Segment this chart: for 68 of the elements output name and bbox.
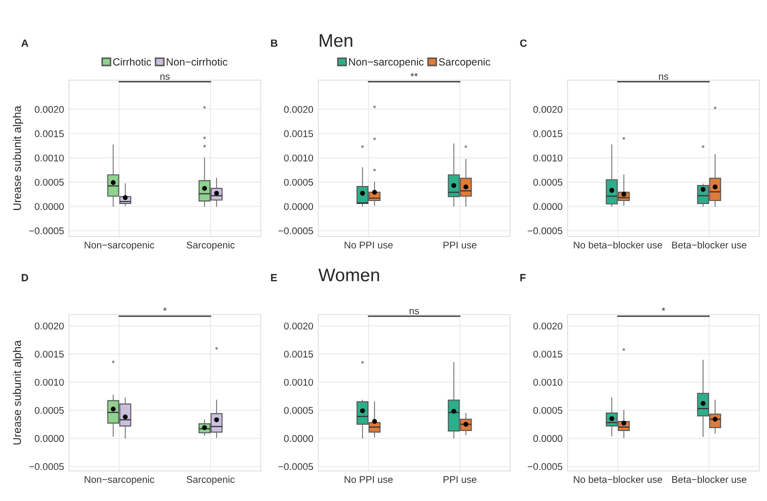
x-tick-label: No beta−blocker use bbox=[574, 241, 662, 248]
y-tick-label: 0.0010 bbox=[34, 154, 64, 162]
x-tick-label: PPI use bbox=[444, 476, 476, 483]
x-tick-label: PPI use bbox=[444, 242, 476, 248]
text: C bbox=[520, 39, 527, 47]
y-tick-label: 0.0005 bbox=[533, 178, 562, 186]
legend-label: Non−cirrhotic bbox=[166, 58, 228, 66]
y-tick-label: 0.0020 bbox=[284, 322, 314, 330]
y-tick-label: 0.0015 bbox=[533, 350, 562, 358]
y-tick-label: 0.0020 bbox=[284, 106, 314, 113]
x-tick-label: No PPI use bbox=[344, 476, 393, 483]
y-tick-label: 0.0000 bbox=[284, 203, 314, 210]
y-axis-title: Urease subunit alpha bbox=[12, 106, 24, 210]
x-tick-label: No PPI use bbox=[344, 242, 393, 248]
y-tick-label: 0.0000 bbox=[34, 203, 64, 210]
text: * bbox=[163, 307, 167, 311]
y-tick-label: 0.0015 bbox=[284, 130, 314, 138]
y-tick-label: −0.0005 bbox=[29, 227, 64, 234]
y-tick-label: 0.0010 bbox=[284, 378, 314, 386]
legend-label: Cirrhotic bbox=[113, 58, 152, 66]
y-tick-label: 0.0005 bbox=[284, 178, 314, 186]
y-tick-label: 0.0010 bbox=[533, 154, 562, 162]
y-tick-label: 0.0020 bbox=[533, 106, 562, 113]
legend-label: Sarcopenic bbox=[438, 58, 490, 68]
text: ns bbox=[658, 74, 668, 80]
y-tick-label: 0.0020 bbox=[34, 322, 64, 330]
y-tick-label: 0.0010 bbox=[533, 378, 562, 386]
y-tick-label: 0.0020 bbox=[34, 106, 64, 113]
chart-title: Women bbox=[318, 268, 380, 282]
y-tick-label: −0.0005 bbox=[528, 463, 562, 470]
x-tick-label: Non−sarcopenic bbox=[84, 241, 154, 250]
y-tick-label: 0.0005 bbox=[34, 178, 64, 186]
y-tick-label: 0.0005 bbox=[284, 406, 314, 414]
text: B bbox=[271, 40, 278, 47]
chart-title: Men bbox=[320, 34, 352, 47]
x-tick-label: Beta−blocker use bbox=[672, 241, 746, 248]
y-tick-label: 0.0020 bbox=[533, 322, 562, 330]
text: ns bbox=[160, 74, 170, 80]
y-tick-label: 0.0015 bbox=[284, 350, 314, 358]
y-tick-label: 0.0015 bbox=[34, 350, 64, 358]
text: A bbox=[21, 40, 28, 47]
y-tick-label: 0.0015 bbox=[533, 130, 562, 138]
y-tick-label: −0.0005 bbox=[29, 463, 64, 470]
y-tick-label: −0.0005 bbox=[278, 463, 314, 470]
y-axis-title: Urease subunit alpha bbox=[12, 340, 24, 444]
text: E bbox=[271, 274, 277, 282]
x-tick-label: Non−sarcopenic bbox=[84, 476, 154, 485]
text: ns bbox=[410, 308, 419, 314]
x-tick-label: Sarcopenic bbox=[186, 241, 235, 250]
y-tick-label: 0.0015 bbox=[34, 130, 64, 138]
y-tick-label: 0.0010 bbox=[34, 378, 64, 386]
y-tick-label: 0.0005 bbox=[34, 406, 64, 414]
y-tick-label: 0.0010 bbox=[284, 154, 314, 162]
x-tick-label: Sarcopenic bbox=[186, 476, 235, 485]
x-tick-label: Beta−blocker use bbox=[672, 476, 746, 483]
y-tick-label: 0.0000 bbox=[533, 435, 562, 442]
y-tick-label: 0.0000 bbox=[533, 203, 562, 210]
text: F bbox=[520, 274, 526, 282]
x-tick-label: No beta−blocker use bbox=[574, 476, 662, 483]
y-tick-label: 0.0000 bbox=[34, 435, 64, 442]
y-tick-label: −0.0005 bbox=[528, 227, 562, 234]
legend-label: Non−sarcopenic bbox=[349, 58, 424, 68]
y-tick-label: 0.0000 bbox=[284, 435, 314, 442]
text: ** bbox=[410, 73, 418, 76]
text: * bbox=[662, 307, 666, 311]
text: D bbox=[22, 274, 28, 282]
y-tick-label: 0.0005 bbox=[533, 406, 562, 414]
y-tick-label: −0.0005 bbox=[278, 227, 314, 234]
